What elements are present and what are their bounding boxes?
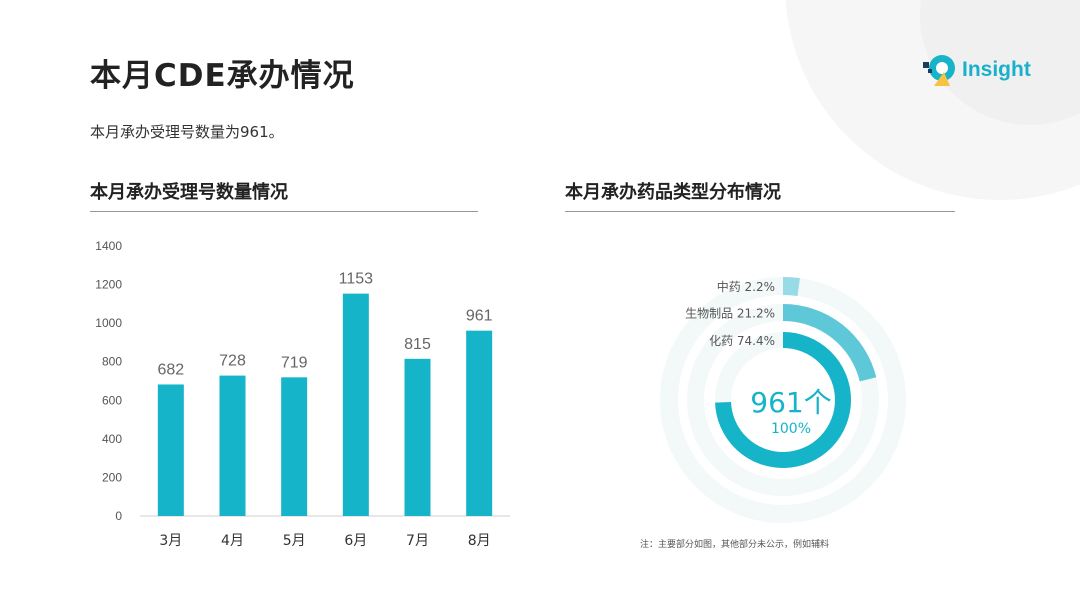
footnote: 注：主要部分如图，其他部分未公示，例如辅料 [640,540,830,550]
insight-logo-text: Insight [962,58,1031,81]
page-title: 本月CDE承办情况 [90,58,355,94]
bar [342,293,369,516]
ring-slice [782,277,800,297]
insight-logo-icon [923,55,955,86]
summary-text: 本月承办受理号数量为961。 [90,123,284,141]
bar-value-label: 1153 [339,271,374,288]
bar-value-label: 961 [466,308,493,325]
slice-label: 生物制品 21.2% [685,307,775,321]
x-tick-label: 3月 [159,533,182,549]
center-percent: 100% [771,421,811,437]
insight-logo: Insight [920,52,1040,92]
bar-chart-divider [90,211,478,212]
y-tick-label: 1400 [95,239,122,253]
y-tick-label: 200 [102,470,122,484]
y-tick-label: 600 [102,393,122,407]
bar-value-label: 682 [157,361,184,378]
x-tick-label: 7月 [406,533,429,549]
x-tick-label: 8月 [468,533,491,549]
bar-value-label: 719 [281,354,308,371]
x-tick-label: 4月 [221,533,244,549]
bar [219,375,246,516]
center-value: 961个 [750,386,831,419]
slice-label: 中药 2.2% [717,279,775,294]
bar-value-label: 728 [219,353,246,370]
donut-chart-title: 本月承办药品类型分布情况 [565,182,781,203]
y-tick-label: 800 [102,355,122,369]
ring-slice [782,304,877,382]
bar-chart: 0 200 400 600 800 1000 1200 1400 682 3月 728 4月 719 5月… [95,239,510,549]
y-tick-label: 400 [102,432,122,446]
x-tick-label: 5月 [283,533,306,549]
donut-chart: 中药 2.2% 生物制品 21.2% 化药 74.4% 961个 100% [660,277,906,523]
bar [157,384,184,516]
bar-chart-title: 本月承办受理号数量情况 [90,182,288,203]
bar [466,330,493,516]
y-tick-label: 1200 [95,278,122,292]
slice-label: 化药 74.4% [709,334,775,348]
donut-chart-divider [565,211,955,212]
y-tick-label: 0 [115,509,122,523]
ring-slice [715,332,851,468]
bar [281,377,308,516]
x-tick-label: 6月 [344,533,367,549]
bar-value-label: 815 [404,336,431,353]
y-tick-label: 1000 [95,316,122,330]
bar [404,358,431,516]
